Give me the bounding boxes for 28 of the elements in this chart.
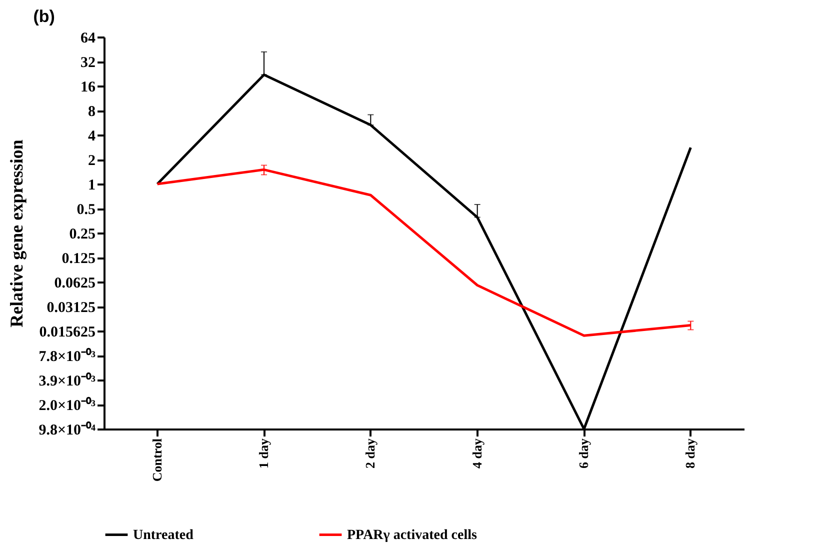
y-tick-label: 0.015625 (39, 324, 96, 340)
y-tick-label: 3.9×10⁻⁰³ (38, 372, 96, 390)
x-tick-label: 2 day (362, 438, 378, 468)
y-tick-label: 0.03125 (46, 300, 96, 316)
x-tick-label: 8 day (682, 438, 698, 468)
y-tick-label: 64 (80, 30, 96, 46)
y-tick-label: 0.25 (69, 226, 96, 242)
x-tick-label: 1 day (256, 438, 271, 468)
x-tick-label: 6 day (576, 438, 591, 468)
y-tick-label: 4 (88, 128, 96, 144)
y-tick-label: 32 (80, 55, 96, 71)
y-tick-label: 0.125 (62, 251, 96, 267)
legend-label: Untreated (133, 528, 194, 543)
line-series (156, 168, 692, 337)
y-tick-label: 2 (88, 153, 96, 169)
y-tick-label: 0.0625 (54, 276, 96, 292)
x-tick-label: Control (149, 438, 164, 482)
y-tick-label: 2.0×10⁻⁰³ (38, 396, 96, 414)
legend-label: PPARγ activated cells (347, 528, 478, 543)
y-tick-label: 16 (80, 80, 96, 96)
y-tick-label: 7.8×10⁻⁰³ (38, 347, 96, 365)
x-tick-label: 4 day (469, 438, 484, 468)
y-axis-title: Relative gene expression (6, 140, 27, 328)
y-tick-label: 8 (88, 104, 96, 120)
y-tick-label: 0.5 (76, 202, 96, 218)
y-tick-label: 1 (88, 178, 96, 194)
chart-title: (b) (33, 7, 55, 26)
y-tick-label: 9.8×10⁻⁰⁴ (38, 420, 96, 438)
